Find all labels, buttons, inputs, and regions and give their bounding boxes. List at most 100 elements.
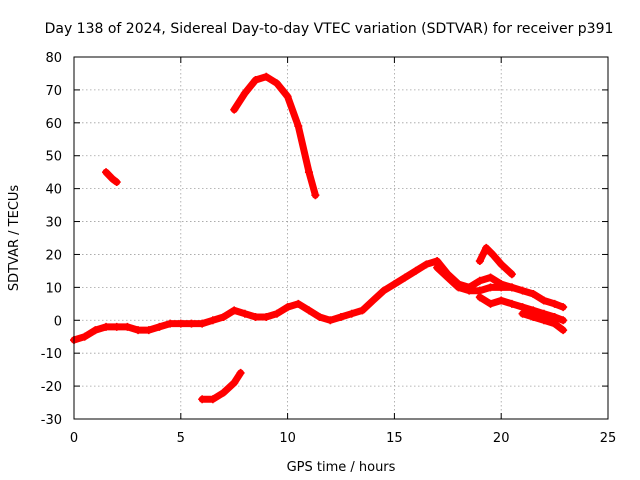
x-tick-label: 0 [70, 431, 78, 446]
data-point [294, 122, 303, 131]
data-point [219, 388, 228, 397]
data-point [208, 316, 217, 325]
y-tick-label: 60 [45, 117, 62, 132]
data-point [559, 326, 568, 335]
data-point [311, 191, 320, 200]
data-point [294, 299, 303, 308]
y-axis-label: SDTVAR / TECUs [7, 185, 22, 292]
data-point [559, 303, 568, 312]
data-point [507, 270, 516, 279]
series-arc-high [230, 72, 320, 200]
grid [74, 57, 608, 419]
data-point [529, 289, 538, 298]
data-point [166, 319, 175, 328]
y-tick-label: 10 [45, 281, 62, 296]
series-trace [476, 244, 516, 278]
y-tick-label: 30 [45, 216, 62, 231]
data-point [486, 283, 495, 292]
data-point [198, 395, 207, 404]
data-point [518, 309, 527, 318]
y-tick-label: -10 [41, 347, 62, 362]
data-point [108, 174, 117, 183]
series-trace [102, 168, 121, 186]
data-point [240, 89, 249, 98]
data-point [507, 283, 516, 292]
data-point [198, 319, 207, 328]
x-tick-label: 5 [177, 431, 185, 446]
data-point [475, 257, 484, 266]
data-point [497, 296, 506, 305]
data-point [208, 395, 217, 404]
data-point [518, 286, 527, 295]
series-track-side [475, 243, 516, 279]
data-point [433, 263, 442, 272]
data-point [155, 322, 164, 331]
data-series [70, 72, 568, 404]
chart-title: Day 138 of 2024, Sidereal Day-to-day VTE… [45, 21, 614, 37]
data-point [550, 319, 559, 328]
data-point [369, 296, 378, 305]
data-point [507, 299, 516, 308]
y-tick-label: -20 [41, 380, 62, 395]
data-point [347, 309, 356, 318]
data-point [112, 178, 121, 187]
data-point [219, 312, 228, 321]
data-point [482, 243, 491, 252]
data-point [465, 286, 474, 295]
data-point [337, 312, 345, 321]
data-point [112, 322, 121, 331]
series-track-lower [475, 293, 568, 325]
data-point [443, 273, 452, 282]
data-point [144, 326, 153, 335]
data-point [102, 168, 111, 177]
data-point [486, 273, 495, 282]
y-tick-label: -30 [41, 413, 62, 428]
data-point [475, 276, 484, 285]
data-point [123, 322, 132, 331]
data-point [497, 260, 506, 269]
x-tick-label: 25 [600, 431, 617, 446]
data-point [251, 312, 260, 321]
data-point [262, 312, 271, 321]
data-point [390, 280, 399, 289]
data-point [262, 72, 271, 81]
series-segment-40 [102, 168, 121, 187]
data-point [497, 283, 506, 292]
data-point [91, 326, 100, 335]
data-point [486, 299, 495, 308]
data-point [358, 306, 367, 315]
data-point [529, 312, 538, 321]
data-point [422, 260, 431, 269]
data-point [326, 316, 335, 325]
data-point [80, 332, 89, 341]
data-point [230, 306, 239, 315]
data-point [488, 250, 497, 259]
y-tick-label: 40 [45, 183, 62, 198]
data-point [304, 168, 313, 177]
y-tick-label: 0 [54, 314, 62, 329]
series-segment-neg [198, 368, 245, 404]
data-point [539, 296, 548, 305]
data-point [251, 76, 260, 85]
data-point [539, 316, 548, 325]
data-point [559, 316, 568, 325]
axis-ticks: 0 5 10 15 20 25 -30 -20 -10 0 10 20 30 40 50 60 70 80 [41, 51, 617, 446]
y-tick-label: 80 [45, 51, 62, 66]
data-point [401, 273, 410, 282]
data-point [550, 299, 559, 308]
data-point [176, 319, 185, 328]
data-point [475, 293, 484, 302]
series-trace [230, 73, 319, 199]
data-point [379, 286, 388, 295]
data-point [102, 322, 111, 331]
series-track-tail [518, 309, 568, 335]
data-point [304, 306, 313, 315]
data-point [236, 368, 245, 377]
y-tick-label: 70 [45, 84, 62, 99]
x-tick-label: 15 [386, 431, 403, 446]
data-point [272, 309, 281, 318]
x-tick-label: 20 [493, 431, 510, 446]
series-track-main [70, 257, 516, 345]
y-tick-label: 50 [45, 150, 62, 165]
